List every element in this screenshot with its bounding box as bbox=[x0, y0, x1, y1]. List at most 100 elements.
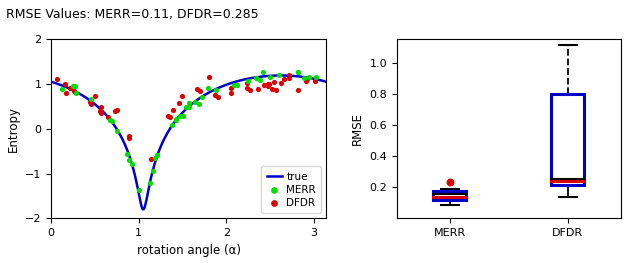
DFDR bbox=[212, 95, 223, 99]
MERR bbox=[171, 117, 181, 122]
true bbox=[157, 145, 164, 148]
DFDR bbox=[164, 114, 175, 119]
true bbox=[47, 80, 55, 83]
DFDR bbox=[226, 86, 236, 90]
MERR bbox=[71, 90, 81, 95]
DFDR bbox=[264, 82, 274, 86]
DFDR bbox=[195, 89, 205, 93]
MERR bbox=[178, 114, 188, 118]
DFDR bbox=[226, 91, 236, 95]
MERR bbox=[148, 169, 158, 173]
MERR bbox=[243, 79, 253, 84]
MERR bbox=[181, 105, 191, 110]
MERR bbox=[228, 83, 239, 87]
DFDR bbox=[84, 100, 95, 104]
MERR bbox=[303, 75, 314, 79]
DFDR bbox=[168, 108, 179, 112]
Bar bbox=[551, 94, 584, 185]
DFDR bbox=[269, 80, 280, 84]
DFDR bbox=[65, 86, 76, 90]
DFDR bbox=[124, 134, 134, 138]
DFDR bbox=[253, 87, 263, 91]
DFDR bbox=[259, 83, 269, 87]
DFDR bbox=[241, 81, 252, 85]
MERR bbox=[196, 95, 207, 99]
MERR bbox=[152, 153, 162, 158]
MERR bbox=[57, 87, 67, 91]
DFDR bbox=[110, 109, 120, 114]
DFDR bbox=[103, 115, 113, 119]
MERR bbox=[122, 152, 132, 156]
true bbox=[246, 77, 254, 80]
MERR bbox=[250, 76, 260, 80]
DFDR bbox=[163, 114, 173, 118]
MERR bbox=[311, 75, 321, 79]
MERR bbox=[108, 119, 118, 123]
Y-axis label: Entropy: Entropy bbox=[6, 106, 19, 152]
DFDR bbox=[112, 108, 122, 112]
DFDR bbox=[310, 79, 321, 83]
MERR bbox=[124, 158, 134, 162]
true bbox=[81, 95, 88, 98]
DFDR bbox=[271, 88, 282, 92]
DFDR bbox=[90, 94, 100, 98]
MERR bbox=[134, 188, 145, 192]
MERR bbox=[255, 78, 266, 82]
DFDR bbox=[284, 75, 294, 80]
MERR bbox=[232, 83, 242, 87]
MERR bbox=[150, 156, 160, 160]
DFDR bbox=[211, 93, 221, 97]
DFDR bbox=[292, 88, 303, 92]
MERR bbox=[211, 88, 221, 92]
DFDR bbox=[204, 74, 214, 79]
MERR bbox=[68, 84, 78, 88]
MERR bbox=[184, 105, 194, 109]
MERR bbox=[203, 86, 213, 90]
Y-axis label: RMSE: RMSE bbox=[351, 112, 364, 145]
DFDR bbox=[69, 89, 79, 93]
DFDR bbox=[52, 77, 63, 81]
MERR bbox=[292, 70, 303, 75]
true bbox=[277, 74, 285, 77]
MERR bbox=[194, 102, 204, 106]
X-axis label: rotation angle (α): rotation angle (α) bbox=[137, 244, 241, 257]
DFDR bbox=[276, 81, 286, 85]
Line: true: true bbox=[51, 75, 326, 209]
DFDR bbox=[244, 88, 255, 92]
DFDR bbox=[263, 82, 273, 86]
DFDR bbox=[301, 77, 312, 81]
true bbox=[323, 80, 330, 83]
DFDR bbox=[60, 82, 70, 86]
DFDR bbox=[95, 109, 106, 113]
MERR bbox=[127, 162, 138, 166]
DFDR bbox=[174, 101, 184, 105]
MERR bbox=[105, 118, 115, 122]
true bbox=[137, 202, 145, 205]
MERR bbox=[112, 129, 122, 134]
DFDR bbox=[124, 136, 134, 140]
MERR bbox=[86, 97, 96, 101]
MERR bbox=[190, 100, 200, 105]
MERR bbox=[184, 101, 194, 105]
DFDR bbox=[61, 91, 72, 95]
MERR bbox=[259, 70, 269, 74]
true bbox=[248, 76, 256, 79]
DFDR bbox=[279, 77, 289, 81]
MERR bbox=[70, 84, 80, 88]
DFDR bbox=[95, 111, 106, 115]
DFDR bbox=[267, 87, 277, 91]
MERR bbox=[264, 74, 275, 79]
MERR bbox=[274, 73, 284, 77]
MERR bbox=[145, 181, 155, 185]
MERR bbox=[167, 123, 177, 127]
DFDR bbox=[242, 86, 252, 90]
DFDR bbox=[95, 104, 106, 109]
MERR bbox=[293, 70, 303, 74]
true bbox=[139, 208, 147, 211]
DFDR bbox=[145, 157, 156, 161]
DFDR bbox=[284, 73, 294, 77]
Text: RMSE Values: MERR=0.11, DFDR=0.285: RMSE Values: MERR=0.11, DFDR=0.285 bbox=[6, 8, 259, 21]
DFDR bbox=[193, 87, 203, 91]
MERR bbox=[175, 114, 186, 118]
MERR bbox=[299, 75, 309, 80]
